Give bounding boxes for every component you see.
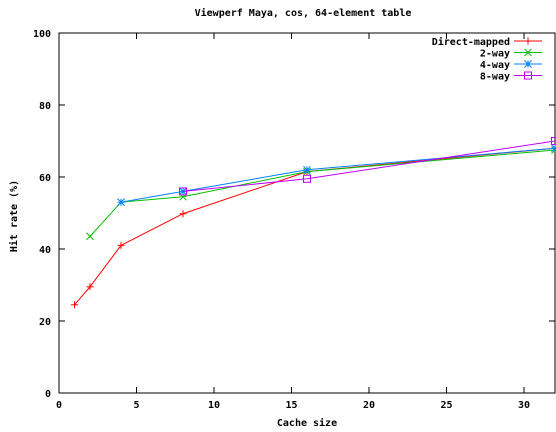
series-4-way (117, 144, 556, 207)
x-tick-label: 15 (285, 400, 297, 411)
data-point (86, 283, 94, 291)
x-tick-label: 25 (440, 400, 452, 411)
plot-frame (58, 32, 556, 394)
legend-marker (524, 71, 532, 80)
legend-entry: 2-way (480, 49, 542, 60)
legend-marker (524, 37, 532, 45)
series-8-way (179, 137, 556, 196)
x-tick-label: 10 (208, 400, 220, 411)
legend-label: 4-way (480, 60, 510, 71)
x-tick-label: 5 (133, 400, 139, 411)
legend-label: Direct-mapped (432, 36, 510, 48)
legend-marker (524, 60, 532, 68)
series-line (89, 149, 556, 237)
data-point (303, 174, 311, 183)
legend-entry: Direct-mapped (432, 36, 542, 48)
series-2-way (86, 146, 556, 241)
series-line (120, 147, 556, 203)
data-point (179, 187, 187, 196)
y-tick-label: 40 (39, 245, 51, 256)
legend-entry: 8-way (480, 71, 542, 83)
y-tick-label: 0 (45, 389, 51, 400)
legend-marker (524, 48, 532, 57)
data-point (117, 198, 125, 207)
series-line (182, 140, 556, 192)
y-tick-label: 60 (39, 173, 51, 184)
axes: 0 5 10 15 20 25 30 0 20 40 60 80 100 (33, 29, 556, 411)
legend-label: 2-way (480, 49, 510, 60)
data-point (71, 301, 78, 309)
data-point (551, 137, 556, 145)
data-point (303, 165, 311, 174)
series-line (74, 147, 556, 306)
x-tick-label: 20 (363, 400, 375, 411)
x-axis-label: Cache size (277, 417, 337, 429)
y-axis-label: Hit rate (%) (8, 180, 20, 252)
data-point (551, 144, 556, 153)
legend-entry: 4-way (480, 60, 542, 71)
chart-title: Viewperf Maya, cos, 64-element table (195, 7, 412, 19)
data-point (86, 232, 94, 241)
data-point (117, 241, 125, 249)
x-tick-label: 0 (56, 400, 62, 411)
data-point (179, 210, 187, 218)
legend-label: 8-way (480, 72, 510, 83)
y-tick-label: 100 (33, 29, 51, 40)
x-tick-label: 30 (518, 400, 530, 411)
y-tick-label: 20 (39, 317, 51, 328)
y-tick-label: 80 (39, 101, 51, 112)
series-layer (71, 137, 556, 309)
